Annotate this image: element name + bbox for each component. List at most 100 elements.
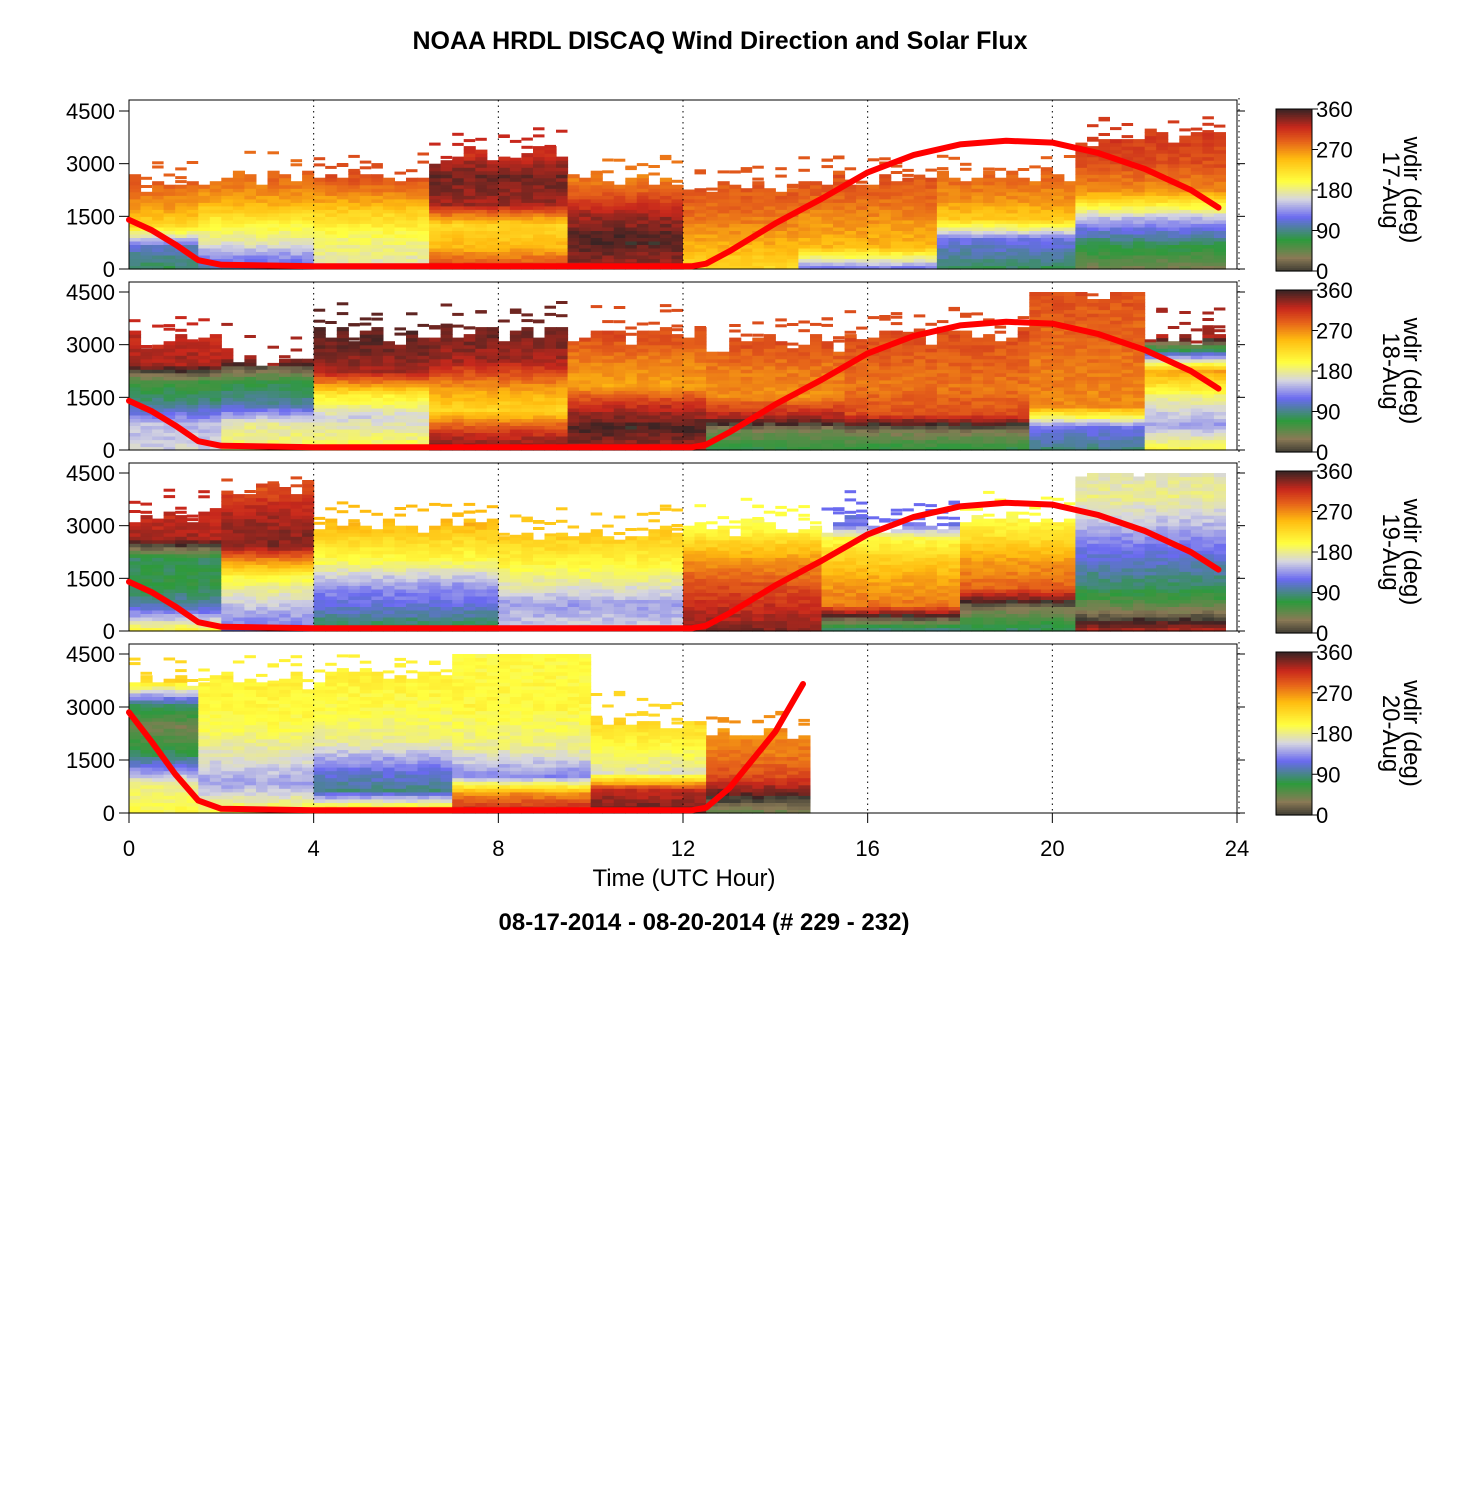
heatmap-cell	[867, 265, 880, 270]
heatmap-cell	[821, 265, 834, 270]
heatmap-cell	[1098, 191, 1111, 196]
heatmap-cell	[983, 219, 996, 224]
heatmap-cell	[902, 191, 915, 196]
heatmap-cell	[1098, 195, 1111, 200]
heatmap-cell	[971, 181, 984, 186]
heatmap-cell	[1133, 209, 1146, 214]
heatmap-cell	[359, 191, 372, 196]
heatmap-cell	[256, 372, 269, 377]
heatmap-cell	[1133, 191, 1146, 196]
heatmap-cell	[325, 372, 338, 377]
heatmap-cell	[256, 198, 269, 203]
heatmap-cell	[706, 425, 719, 430]
heatmap-cell	[221, 358, 234, 363]
heatmap-cell	[1213, 174, 1226, 179]
heatmap-cell	[613, 219, 626, 224]
heatmap-cell	[671, 251, 684, 256]
heatmap-cell	[821, 317, 833, 321]
heatmap-cell	[382, 244, 395, 249]
heatmap-cell	[279, 212, 292, 217]
heatmap-cell	[752, 383, 765, 388]
heatmap-cell	[810, 219, 823, 224]
heatmap-cell	[371, 212, 384, 217]
heatmap-cell	[152, 202, 165, 207]
heatmap-cell	[1190, 226, 1203, 231]
heatmap-cell	[221, 418, 234, 423]
heatmap-cell	[1040, 233, 1053, 238]
heatmap-cell	[936, 265, 949, 270]
heatmap-cell	[602, 240, 615, 245]
heatmap-cell	[936, 181, 949, 186]
heatmap-cell	[659, 362, 672, 367]
heatmap-cell	[521, 223, 534, 228]
heatmap-cell	[1167, 153, 1180, 158]
heatmap-cell	[706, 198, 719, 203]
heatmap-cell	[590, 219, 603, 224]
heatmap-cell	[152, 372, 165, 377]
heatmap-cell	[1202, 139, 1215, 144]
colorbar-cell	[1276, 186, 1312, 189]
heatmap-cell	[417, 233, 430, 238]
heatmap-cell	[371, 411, 384, 416]
heatmap-cell	[798, 379, 811, 384]
heatmap-cell	[729, 348, 742, 353]
heatmap-cell	[844, 341, 857, 346]
heatmap-cell	[198, 198, 211, 203]
heatmap-cell	[844, 393, 857, 398]
heatmap-cell	[1121, 258, 1134, 263]
heatmap-cell	[140, 411, 153, 416]
heatmap-cell	[556, 376, 569, 381]
heatmap-cell	[913, 258, 926, 263]
heatmap-cell	[371, 251, 384, 256]
heatmap-cell	[452, 230, 465, 235]
heatmap-cell	[129, 330, 142, 335]
heatmap-cell	[198, 247, 211, 252]
heatmap-cell	[798, 188, 811, 193]
heatmap-cell	[844, 446, 857, 451]
heatmap-cell	[209, 365, 222, 370]
heatmap-cell	[267, 400, 280, 405]
heatmap-cell	[821, 205, 834, 210]
heatmap-cell	[786, 362, 799, 367]
heatmap-cell	[636, 212, 649, 217]
heatmap-cell	[613, 337, 626, 342]
heatmap-cell	[521, 209, 534, 214]
heatmap-cell	[810, 223, 823, 228]
heatmap-cell	[475, 244, 488, 249]
heatmap-cell	[833, 209, 846, 214]
heatmap-cell	[348, 369, 361, 374]
heatmap-cell	[325, 216, 338, 221]
heatmap-cell	[821, 362, 834, 367]
heatmap-cell	[648, 432, 661, 437]
heatmap-cell	[302, 376, 315, 381]
heatmap-cell	[729, 188, 742, 193]
heatmap-cell	[694, 365, 707, 370]
heatmap-cell	[221, 351, 234, 356]
heatmap-cell	[625, 404, 638, 409]
heatmap-cell	[163, 390, 176, 395]
heatmap-cell	[279, 421, 292, 426]
heatmap-cell	[1121, 170, 1134, 175]
heatmap-cell	[521, 432, 534, 437]
heatmap-cell	[994, 205, 1007, 210]
heatmap-cell	[567, 432, 580, 437]
heatmap-cell	[325, 251, 338, 256]
heatmap-cell	[590, 181, 603, 186]
heatmap-cell	[810, 188, 823, 193]
heatmap-cell	[567, 240, 580, 245]
heatmap-cell	[244, 411, 257, 416]
heatmap-cell	[509, 310, 522, 314]
heatmap-cell	[1052, 240, 1065, 245]
heatmap-cell	[221, 411, 234, 416]
heatmap-cell	[683, 400, 696, 405]
heatmap-cell	[544, 358, 557, 363]
heatmap-cell	[463, 407, 476, 412]
heatmap-cell	[636, 439, 649, 444]
heatmap-cell	[648, 230, 661, 235]
heatmap-cell	[394, 237, 407, 242]
heatmap-cell	[290, 358, 303, 363]
heatmap-cell	[336, 312, 349, 316]
heatmap-cell	[648, 165, 660, 168]
heatmap-cell	[371, 428, 384, 433]
heatmap-cell	[1075, 219, 1088, 224]
